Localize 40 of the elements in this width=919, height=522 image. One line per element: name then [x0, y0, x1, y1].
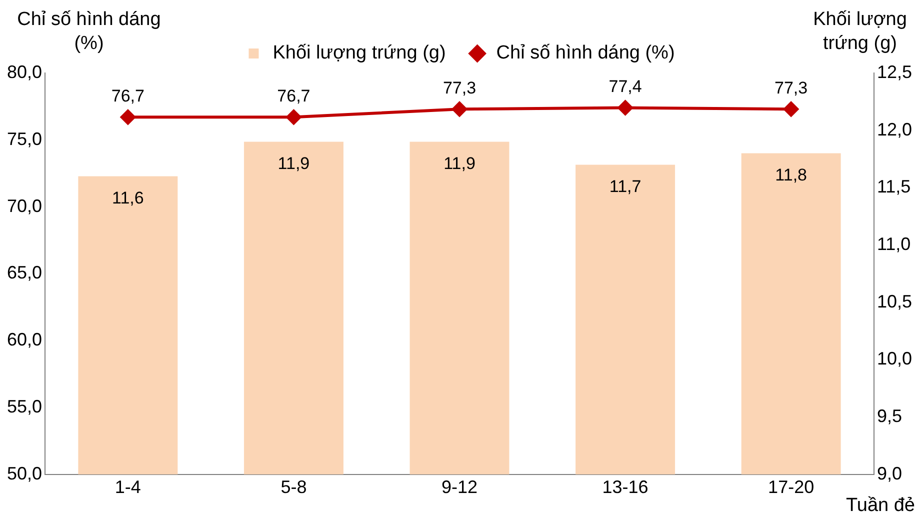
- data-label: 11,6: [112, 188, 144, 208]
- point: [286, 110, 302, 125]
- x-tick-label: 9-12: [441, 477, 478, 498]
- data-label: 77,3: [442, 78, 476, 98]
- point: [120, 110, 136, 125]
- y2-tick-label: 9,5: [876, 406, 902, 426]
- y2-tick-label: 12,5: [876, 62, 912, 82]
- y2-tick-label: 11,5: [876, 176, 911, 197]
- data-label: 76,7: [277, 86, 310, 106]
- data-label: 11,9: [444, 154, 476, 173]
- y-tick-label: 50,0: [6, 463, 42, 484]
- y-tick-label: 65,0: [6, 262, 42, 283]
- y2-axis-title: Khối lượng trứng (g): [812, 8, 908, 56]
- x-tick-label: 17-20: [768, 477, 814, 498]
- x-tick-label: 1-4: [114, 477, 141, 498]
- data-label: 77,3: [774, 78, 808, 98]
- data-label: 11,9: [278, 154, 310, 173]
- point: [452, 102, 467, 117]
- y2-tick-label: 12,0: [876, 119, 912, 140]
- x-tick-label: 5-8: [280, 477, 307, 498]
- data-label: 76,7: [111, 86, 144, 106]
- x-axis-title: Tuần đẻ: [846, 494, 915, 518]
- y-tick-label: 75,0: [6, 128, 42, 149]
- data-label: 77,4: [608, 76, 642, 96]
- point: [784, 102, 799, 117]
- y2-tick-label: 10,0: [876, 348, 912, 369]
- y-tick-label: 70,0: [6, 196, 42, 216]
- point: [618, 100, 633, 116]
- data-label: 11,8: [775, 165, 807, 184]
- y-tick-label: 55,0: [6, 396, 42, 416]
- y2-tick-label: 10,5: [876, 291, 912, 312]
- x-tick-label: 13-16: [602, 477, 648, 498]
- y-axis-title: Chỉ số hình dáng (%): [16, 8, 162, 56]
- y2-tick-label: 11,0: [876, 234, 911, 254]
- y-tick-label: 80,0: [6, 62, 42, 82]
- y2-tick-label: 9,0: [876, 463, 902, 484]
- y-tick-label: 60,0: [6, 330, 42, 350]
- legend-label: Chỉ số hình dáng (%): [496, 42, 675, 64]
- data-label: 11,7: [609, 176, 642, 196]
- legend-label: Khối lượng trứng (g): [272, 42, 446, 64]
